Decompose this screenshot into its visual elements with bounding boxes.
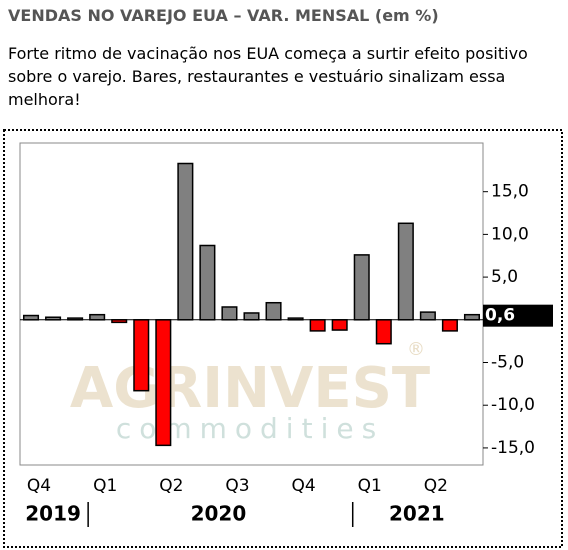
y-tick-label: -15,0 — [491, 438, 535, 458]
bar — [265, 301, 282, 321]
description: Forte ritmo de vacinação nos EUA começa … — [8, 44, 528, 109]
year-label: 2021 — [389, 502, 445, 526]
value-label-box — [483, 304, 553, 327]
bar — [441, 319, 458, 332]
bar — [199, 244, 216, 321]
bar — [177, 162, 194, 321]
y-tick-label: -10,0 — [491, 395, 535, 415]
x-tick-label: Q4 — [27, 476, 51, 496]
bar — [22, 314, 40, 321]
watermark: AGRINVEST — [70, 356, 430, 421]
x-tick-label: Q3 — [225, 476, 249, 496]
bar — [419, 311, 436, 321]
bar — [133, 319, 150, 392]
y-tick-label: -5,0 — [491, 353, 524, 373]
bar — [353, 254, 370, 321]
frame — [3, 129, 563, 548]
bar — [221, 306, 238, 321]
bar — [463, 313, 481, 321]
y-tick-label: 5,0 — [491, 267, 518, 287]
bar — [397, 222, 414, 321]
year-label: 2019 — [25, 502, 81, 526]
x-tick-label: Q2 — [159, 476, 183, 496]
bar — [89, 313, 106, 321]
x-tick-label: Q2 — [424, 476, 448, 496]
bar — [375, 319, 392, 345]
watermark: ® — [407, 339, 425, 360]
year-label: 2020 — [191, 502, 247, 526]
bar — [155, 319, 172, 447]
value-label: 0,6 — [485, 306, 515, 326]
y-tick-label: 10,0 — [491, 224, 529, 244]
bar — [309, 319, 326, 332]
bar — [331, 319, 348, 331]
title: VENDAS NO VAREJO EUA – VAR. MENSAL (em %… — [8, 6, 439, 25]
x-tick-label: Q1 — [358, 476, 382, 496]
y-tick-label: 15,0 — [491, 182, 529, 202]
bar — [243, 312, 260, 321]
x-tick-label: Q1 — [93, 476, 117, 496]
plot-area — [19, 142, 484, 466]
x-tick-label: Q4 — [291, 476, 315, 496]
